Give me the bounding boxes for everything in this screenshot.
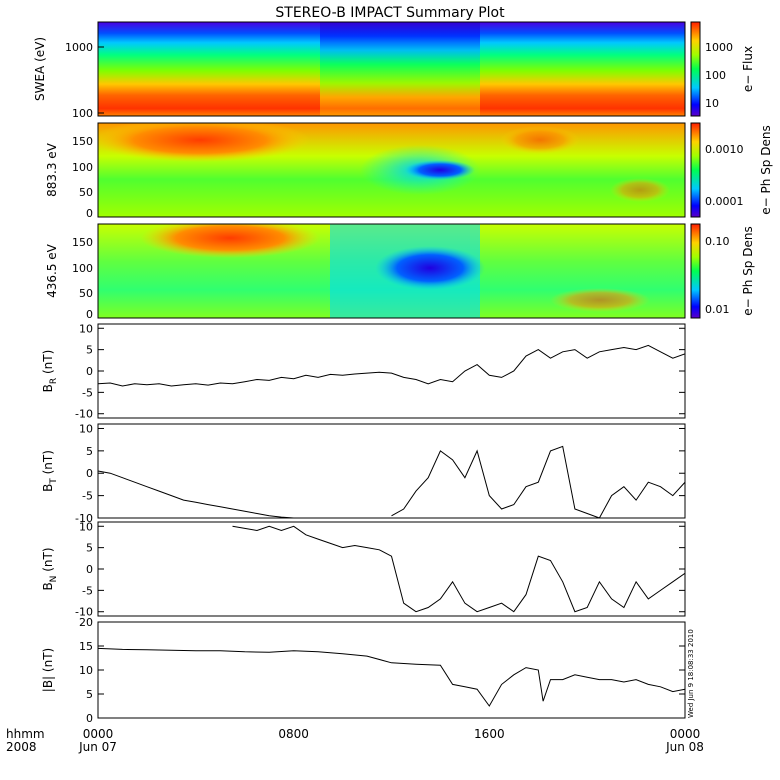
bt-ytick-label: -10	[75, 512, 93, 525]
br-ytick-label: -10	[75, 408, 93, 421]
bn-ytick-label: -5	[82, 584, 93, 597]
bn-ytick-label: 0	[86, 563, 93, 576]
bt-ytick-label: -5	[82, 490, 93, 503]
swea-panel: SWEA (eV) 1000 100 1000 100 10 e− Flux	[33, 21, 755, 120]
pad436-ytick-0: 0	[86, 308, 93, 321]
swea-ylabel: SWEA (eV)	[33, 37, 47, 101]
br-series	[98, 344, 685, 387]
bn-yticks: 10 5 0 -5 -10	[75, 520, 685, 619]
bn-line	[232, 525, 685, 613]
bn-ylabel: BN (nT)	[41, 547, 59, 590]
bmag-series	[98, 647, 685, 707]
x-tick-label: 0000	[670, 727, 701, 741]
pad436-ytick-100: 100	[72, 262, 93, 275]
bt-panel: BT (nT) 10 5 0 -5 -10	[41, 422, 686, 525]
bn-series	[232, 525, 685, 613]
pad436-colorbar	[690, 223, 701, 319]
swea-colorbar	[690, 21, 701, 117]
x-axis-label-line1: hhmm	[6, 727, 45, 741]
pad436-ylabel: 436.5 eV	[45, 243, 59, 298]
swea-cbar-tick-1000: 1000	[705, 41, 733, 54]
swea-cbar-tick-100: 100	[705, 69, 726, 82]
bmag-ytick-label: 0	[86, 712, 93, 725]
pad883-ytick-0: 0	[86, 207, 93, 220]
plot-title: STEREO-B IMPACT Summary Plot	[275, 5, 505, 21]
swea-ytick-100: 100	[72, 107, 93, 120]
bmag-ytick-label: 5	[86, 688, 93, 701]
bt-yticks: 10 5 0 -5 -10	[75, 422, 685, 525]
br-ytick-label: 10	[79, 322, 93, 335]
bn-ytick-label: 5	[86, 542, 93, 555]
bmag-line	[98, 647, 685, 707]
pad883-cbar-tick-low: 0.0001	[705, 195, 744, 208]
pad883-ylabel: 883.3 eV	[45, 142, 59, 197]
pad883-cbar-tick-high: 0.0010	[705, 143, 744, 156]
pad883-ytick-150: 150	[72, 135, 93, 148]
pad436-ytick-150: 150	[72, 236, 93, 249]
pad436-panel: 436.5 eV 150 100 50 0 0.10 0.01 e− Ph Sp…	[45, 223, 755, 321]
bmag-ytick-label: 20	[79, 616, 93, 629]
pad883-ytick-50: 50	[79, 186, 93, 199]
bt-ylabel: BT (nT)	[41, 450, 59, 492]
bt-ytick-label: 10	[79, 422, 93, 435]
bmag-ylabel: |B| (nT)	[41, 648, 55, 692]
br-ytick-label: 0	[86, 365, 93, 378]
swea-cbar-tick-10: 10	[705, 97, 719, 110]
br-ytick-label: 5	[86, 344, 93, 357]
br-yticks: 10 5 0 -5 -10	[75, 322, 685, 421]
bmag-ytick-label: 15	[79, 640, 93, 653]
x-axis-label-line2: 2008	[6, 740, 37, 754]
br-ylabel: BR (nT)	[41, 350, 59, 393]
swea-ytick-1000: 1000	[65, 41, 93, 54]
bt-ytick-label: 0	[86, 467, 93, 480]
br-line	[98, 344, 685, 387]
bmag-ytick-label: 10	[79, 664, 93, 677]
pad883-cbar-label: e− Ph Sp Dens	[759, 125, 773, 214]
pad436-cbar-label: e− Ph Sp Dens	[741, 226, 755, 315]
pad883-colorbar	[690, 122, 701, 218]
swea-cbar-label: e− Flux	[741, 46, 755, 92]
bt-series	[98, 445, 685, 518]
timestamp: Wed Jun 9 18:08:33 2010	[687, 629, 695, 718]
bt-ytick-label: 5	[86, 445, 93, 458]
bn-ytick-label: 10	[79, 520, 93, 533]
bmag-yticks: 20 15 10 5 0	[79, 616, 685, 725]
br-panel: BR (nT) 10 5 0 -5 -10	[41, 322, 686, 421]
pad883-ytick-100: 100	[72, 161, 93, 174]
x-tick-date: Jun 07	[78, 740, 117, 754]
bn-panel: BN (nT) 10 5 0 -5 -10	[41, 520, 686, 619]
bt-line	[98, 445, 685, 518]
pad436-cbar-tick-low: 0.01	[705, 303, 730, 316]
x-tick-label: 0000	[83, 727, 114, 741]
x-tick-label: 0800	[278, 727, 309, 741]
pad883-panel: 883.3 eV 150 100 50 0 0.0010 0.0001 e− P…	[45, 122, 773, 220]
br-ytick-label: -5	[82, 386, 93, 399]
x-tick-date: Jun 08	[665, 740, 704, 754]
bmag-panel: |B| (nT) 20 15 10 5 0 Wed Jun 9 18:08:33 201…	[41, 616, 695, 725]
pad436-ytick-50: 50	[79, 287, 93, 300]
x-tick-label: 1600	[474, 727, 505, 741]
pad436-cbar-tick-high: 0.10	[705, 235, 730, 248]
bn-ytick-label: -10	[75, 606, 93, 619]
